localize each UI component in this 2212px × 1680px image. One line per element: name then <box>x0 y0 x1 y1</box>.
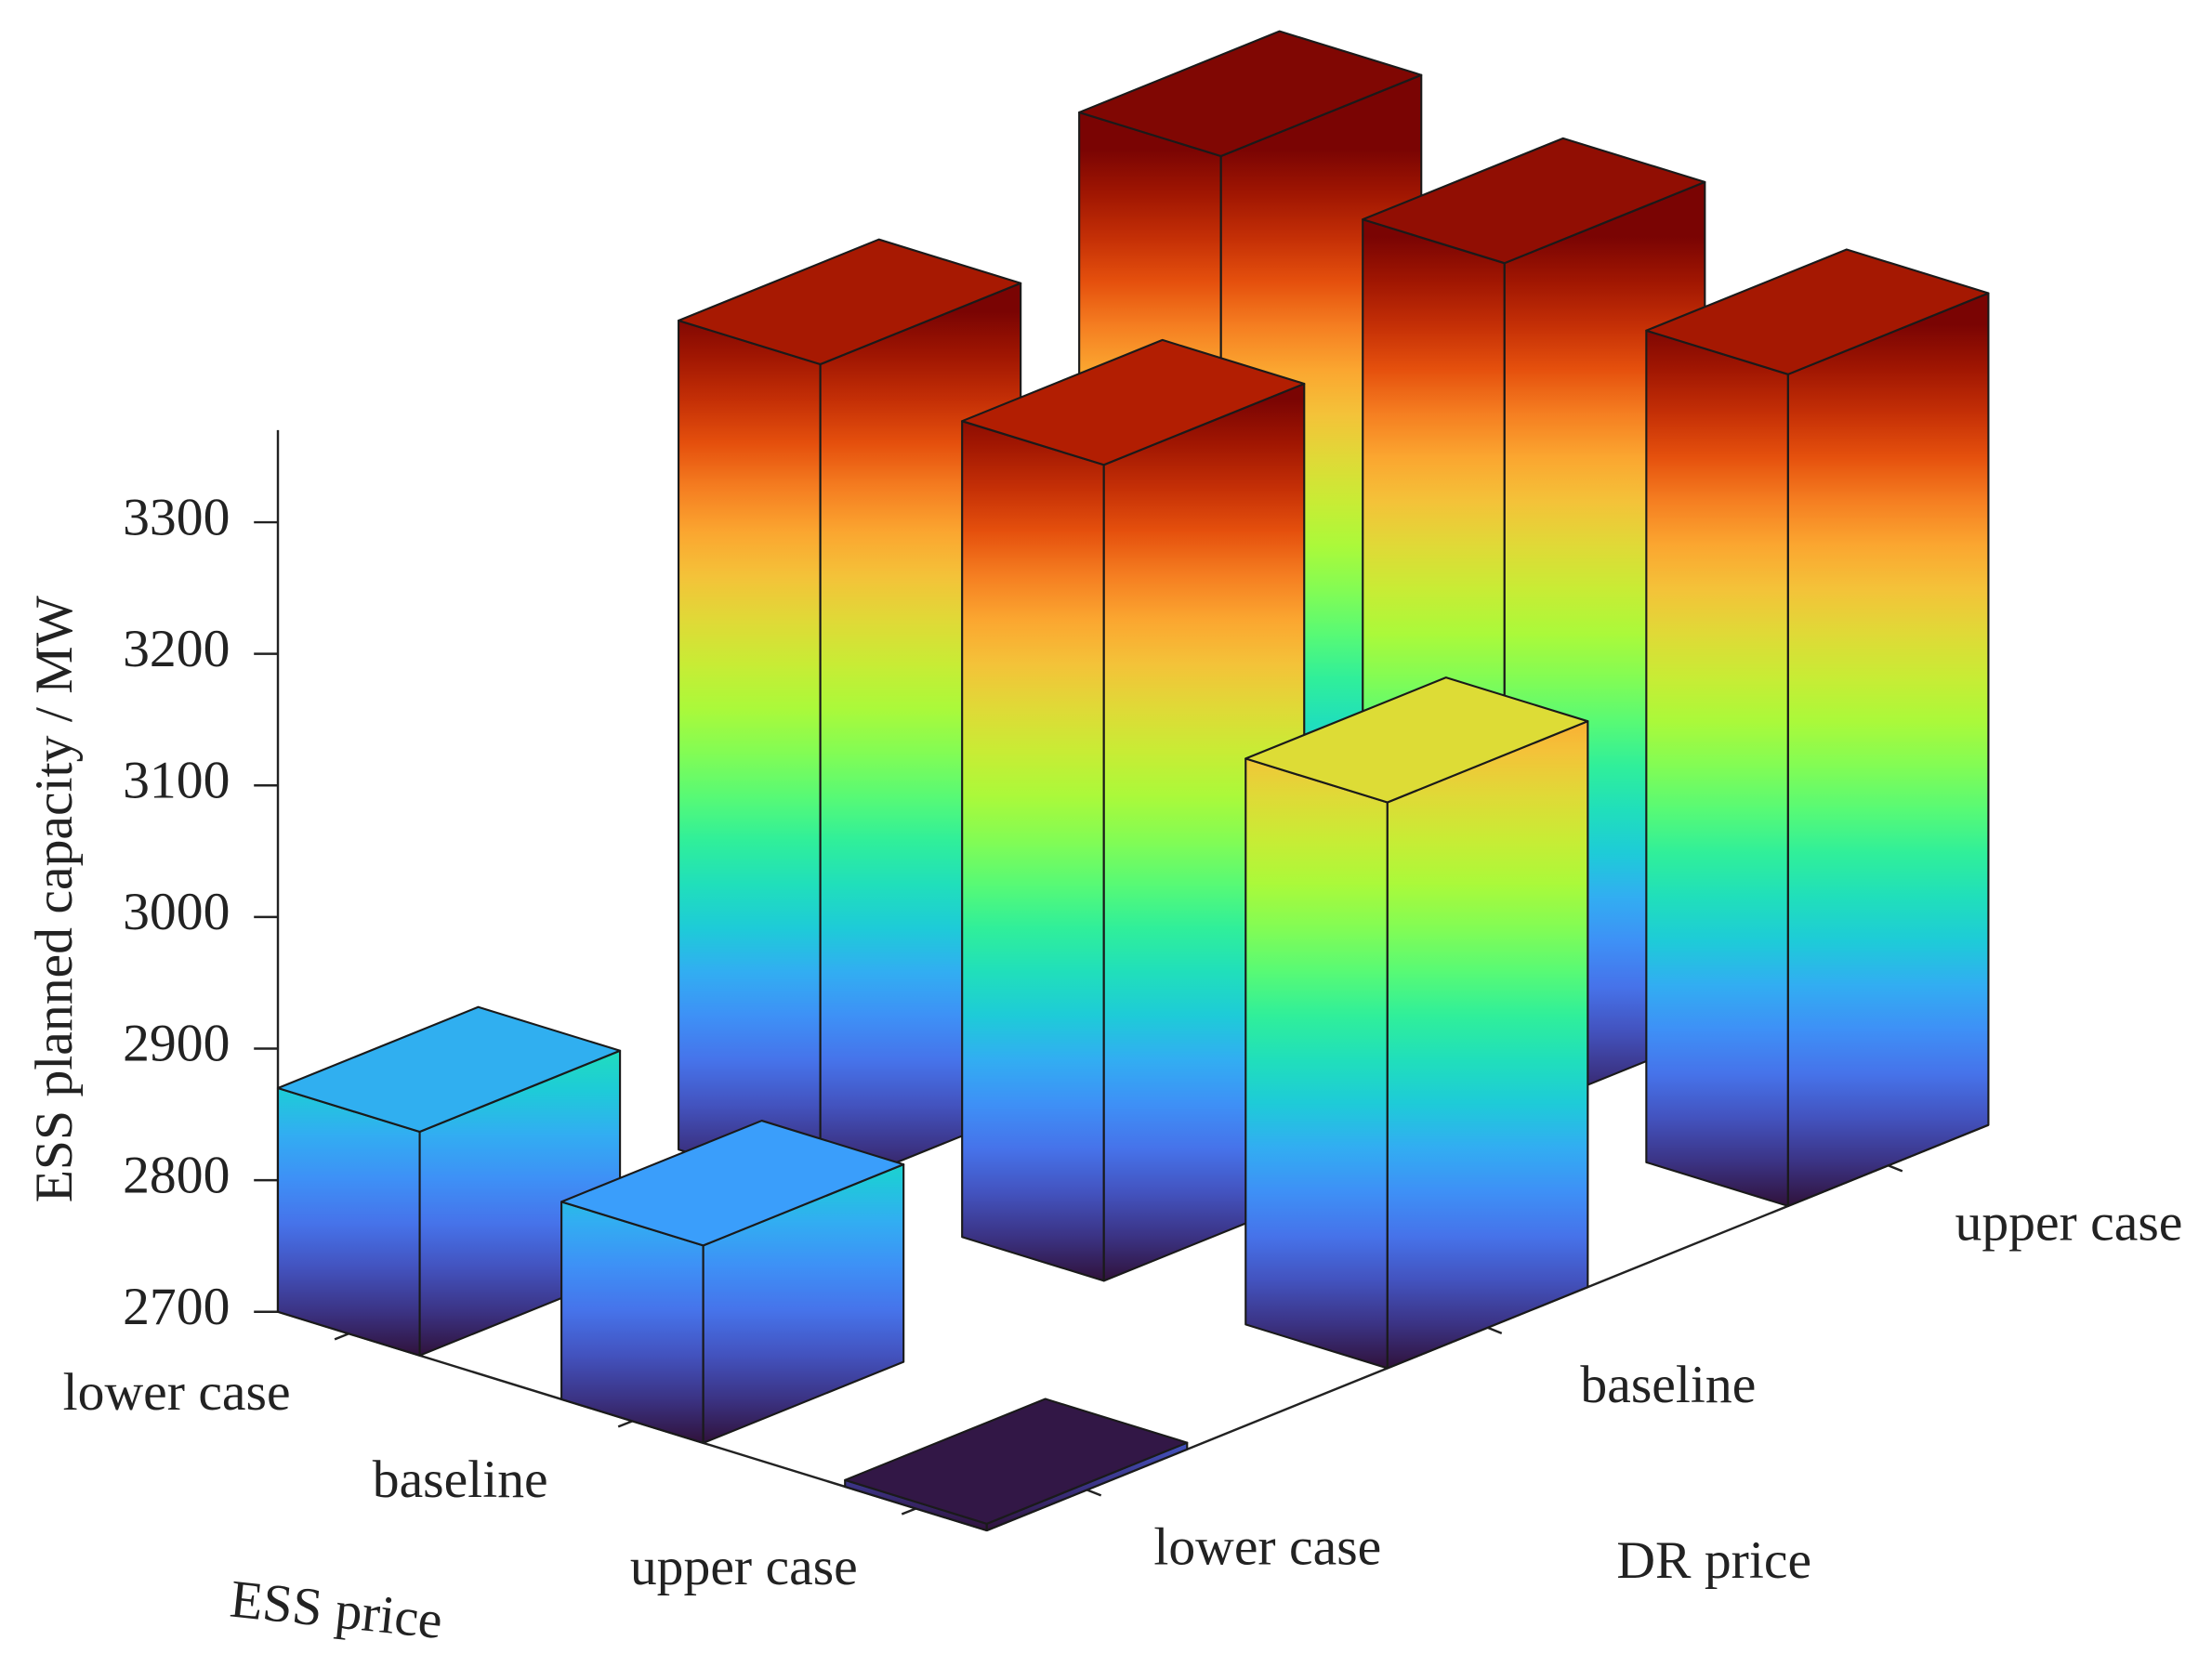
bar-front <box>961 420 1105 1282</box>
y-tick-label: upper case <box>1955 1193 2182 1252</box>
z-tick-label: 3000 <box>123 883 230 941</box>
z-tick-label: 3100 <box>123 751 230 809</box>
bar-top <box>560 1119 905 1247</box>
y-tick <box>1888 1164 1903 1173</box>
bars <box>276 30 1990 1532</box>
z-axis-label: ESS planned capacity / MW <box>25 595 84 1202</box>
bar <box>844 1398 1189 1532</box>
bar-front <box>1244 757 1389 1370</box>
bar <box>961 338 1306 1282</box>
bar-top <box>961 338 1306 466</box>
bar-side <box>1386 720 1589 1370</box>
bar-top <box>844 1398 1189 1525</box>
y-tick <box>1086 1489 1102 1497</box>
bar-side <box>1786 292 1990 1207</box>
x-tick-label: baseline <box>373 1450 548 1509</box>
y-tick <box>1487 1326 1503 1334</box>
bar <box>560 1119 905 1444</box>
bar-front <box>1645 329 1789 1207</box>
y-axis-label: DR price <box>1616 1531 1811 1590</box>
bar-top <box>1362 137 1706 265</box>
x-tick-label: lower case <box>63 1363 291 1422</box>
x-axis-label: ESS price <box>228 1570 445 1651</box>
bar-top <box>678 238 1022 366</box>
labels: 2700 2800 2900 3000 3100 3200 3300 ESS planned … <box>25 488 2182 1650</box>
z-tick-label: 3300 <box>123 488 230 546</box>
bar-top <box>1078 30 1423 158</box>
x-tick <box>334 1332 349 1341</box>
x-tick <box>901 1507 916 1516</box>
z-tick-label: 2800 <box>123 1146 230 1204</box>
y-tick-label: lower case <box>1153 1517 1381 1576</box>
bar-top <box>1645 248 1990 375</box>
y-tick-label: baseline <box>1580 1356 1756 1414</box>
z-tick-label: 2700 <box>123 1278 230 1336</box>
bar <box>1645 248 1990 1207</box>
bar <box>1244 676 1589 1370</box>
bar-front <box>276 1086 421 1357</box>
z-tick-label: 2900 <box>123 1015 230 1073</box>
bar-front <box>678 319 822 1195</box>
z-tick-label: 3200 <box>123 620 230 678</box>
bar-top <box>276 1005 622 1134</box>
x-tick-label: upper case <box>630 1538 858 1596</box>
bar-top <box>1244 676 1589 804</box>
x-tick <box>617 1420 633 1428</box>
